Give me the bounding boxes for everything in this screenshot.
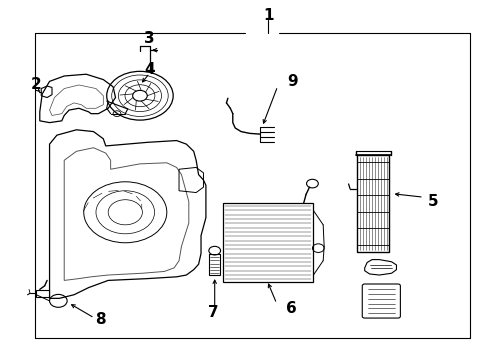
Bar [209,254,220,275]
Bar [357,155,389,252]
Text: 2: 2 [30,77,41,93]
Text: 9: 9 [288,74,298,89]
FancyBboxPatch shape [362,284,400,318]
Text: 6: 6 [286,301,297,315]
Circle shape [133,90,147,101]
Text: 4: 4 [145,62,155,77]
Circle shape [209,246,221,255]
Text: 5: 5 [428,194,439,209]
Text: 1: 1 [263,8,274,23]
Bar [36,290,49,297]
Text: 7: 7 [208,305,219,320]
Text: 3: 3 [145,31,155,46]
Bar [223,203,314,282]
Text: 8: 8 [96,312,106,327]
